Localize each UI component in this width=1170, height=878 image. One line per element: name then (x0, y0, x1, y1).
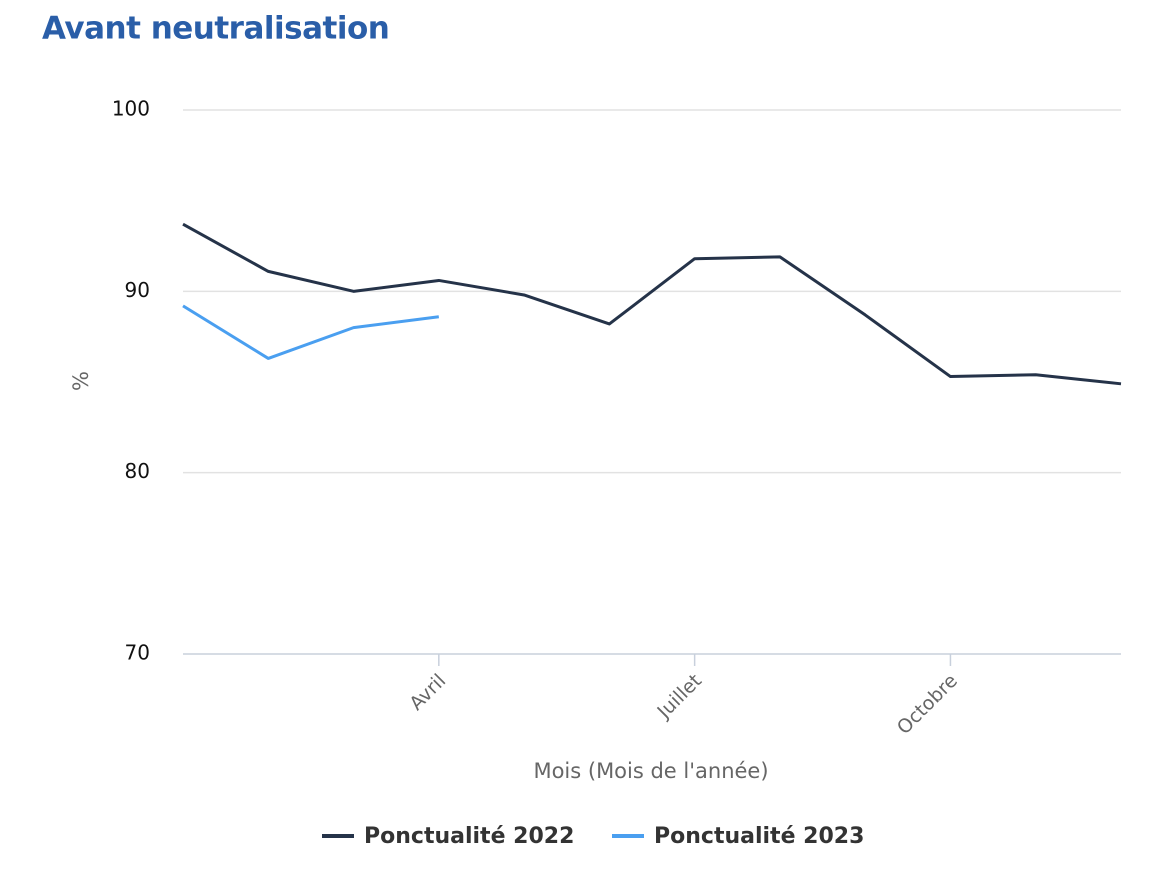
y-axis-label: % (69, 371, 93, 391)
x-axis-label: Mois (Mois de l'année) (533, 759, 768, 783)
y-tick-label: 90 (125, 278, 150, 302)
x-tick-label: Juillet (653, 670, 706, 723)
series-line (182, 222, 1122, 386)
y-tick-label: 100 (112, 97, 150, 121)
chart-title: Avant neutralisation (42, 11, 389, 47)
legend-label: Ponctualité 2023 (654, 824, 864, 849)
y-tick-label: 80 (125, 459, 150, 483)
series-line (182, 304, 440, 360)
legend-label: Ponctualité 2022 (364, 824, 574, 849)
x-tick-label: Avril (405, 670, 450, 715)
x-tick-label: Octobre (893, 670, 962, 739)
y-tick-label: 70 (125, 641, 150, 665)
